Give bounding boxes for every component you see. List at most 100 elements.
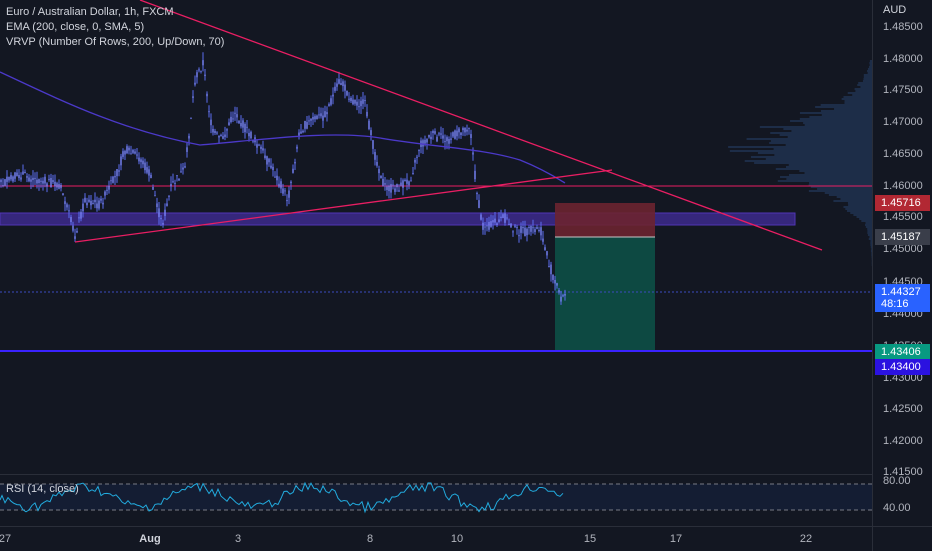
time-tick: 27 — [0, 533, 11, 545]
candle-body — [140, 159, 141, 162]
candle-body — [418, 150, 419, 151]
candle-body — [138, 158, 139, 162]
candle-body — [454, 131, 455, 139]
candle-body — [272, 167, 273, 170]
candle-body — [470, 134, 471, 138]
volume-profile-row — [758, 152, 872, 154]
volume-profile-row — [848, 204, 872, 206]
candle-body — [270, 166, 271, 168]
candle-body — [550, 265, 551, 275]
axis-corner[interactable] — [872, 526, 932, 551]
candle-body — [80, 212, 81, 219]
price-chart-pane[interactable]: Euro / Australian Dollar, 1h, FXCM EMA (… — [0, 0, 872, 474]
candle-body — [170, 184, 171, 186]
candle-body — [116, 169, 117, 176]
volume-profile-row — [751, 156, 872, 158]
candle-body — [456, 131, 457, 137]
candle-body — [530, 226, 531, 232]
candle-body — [408, 181, 409, 185]
price-chart-svg[interactable] — [0, 0, 872, 474]
ema-legend[interactable]: EMA (200, close, 0, SMA, 5) — [6, 21, 144, 33]
candle-body — [306, 122, 307, 129]
rsi-pane[interactable]: RSI (14, close) — [0, 474, 872, 527]
vrvp-legend[interactable]: VRVP (Number Of Rows, 200, Up/Down, 70) — [6, 36, 224, 48]
time-axis[interactable]: 27 Aug 3 8 10 15 17 22 — [0, 526, 872, 551]
candle-body — [124, 151, 125, 155]
candle-body — [142, 161, 143, 165]
candle-body — [524, 228, 525, 237]
candle-body — [144, 163, 145, 171]
volume-profile-row — [747, 138, 872, 140]
candle-body — [378, 169, 379, 173]
candle-body — [294, 162, 295, 163]
candle-body — [562, 295, 563, 296]
volume-profile-row — [791, 130, 872, 132]
candle-body — [248, 133, 249, 136]
candle-body — [520, 226, 521, 233]
candle-body — [96, 203, 97, 208]
stop-loss-price-tag[interactable]: 1.45716 — [875, 195, 930, 211]
candle-body — [426, 139, 427, 142]
candle-body — [314, 116, 315, 119]
candle-body — [532, 227, 533, 228]
candle-body — [340, 83, 341, 85]
volume-profile-row — [760, 126, 872, 128]
candle-body — [16, 173, 17, 177]
candle-body — [266, 156, 267, 164]
time-tick: Aug — [139, 533, 160, 545]
rsi-chart-svg[interactable] — [0, 475, 872, 527]
candle-body — [136, 155, 137, 156]
candle-body — [278, 184, 279, 187]
symbol-legend[interactable]: Euro / Australian Dollar, 1h, FXCM — [6, 6, 174, 18]
volume-profile-row — [844, 102, 872, 104]
candle-body — [176, 175, 177, 176]
candle-body — [204, 75, 205, 76]
volume-profile-row — [821, 104, 872, 106]
last-price-tag[interactable]: 1.44327 48:16 — [875, 284, 930, 312]
candle-body — [502, 214, 503, 218]
candle-body — [444, 141, 445, 142]
candle-body — [264, 156, 265, 159]
volume-profile-row — [865, 224, 872, 226]
candle-body — [60, 185, 61, 188]
candle-body — [526, 229, 527, 236]
candle-body — [260, 147, 261, 149]
candle-body — [262, 148, 263, 150]
candle-body — [56, 183, 57, 187]
candle-body — [442, 135, 443, 138]
candle-body — [50, 178, 51, 187]
volume-profile-row — [815, 106, 872, 108]
volume-profile-row — [863, 80, 872, 82]
candle-body — [360, 101, 361, 106]
volume-profile-row — [789, 164, 872, 166]
candle-body — [344, 84, 345, 90]
candle-body — [32, 178, 33, 180]
candle-body — [492, 220, 493, 222]
entry-price-tag[interactable]: 1.45187 — [875, 229, 930, 245]
volume-profile-row — [809, 182, 872, 184]
candle-body — [134, 151, 135, 153]
volume-profile-row — [780, 134, 872, 136]
candle-body — [528, 227, 529, 228]
volume-profile-row — [852, 94, 872, 96]
volume-profile-row — [786, 178, 872, 180]
candle-body — [436, 137, 437, 141]
candle-body — [298, 133, 299, 136]
take-profit-price-tag[interactable]: 1.43406 — [875, 344, 930, 360]
support-price-tag[interactable]: 1.43400 — [875, 359, 930, 375]
candle-body — [286, 200, 287, 201]
candle-body — [166, 203, 167, 205]
candle-body — [118, 170, 119, 171]
candle-body — [558, 290, 559, 292]
price-axis[interactable]: AUD 1.48500 1.48000 1.47500 1.47000 1.46… — [872, 0, 932, 526]
candle-body — [352, 100, 353, 105]
volume-profile-row — [845, 208, 872, 210]
candle-body — [446, 137, 447, 141]
candle-body — [472, 152, 473, 154]
candle-body — [424, 140, 425, 144]
rsi-legend[interactable]: RSI (14, close) — [6, 483, 79, 495]
candle-body — [388, 186, 389, 191]
volume-profile-row — [857, 216, 872, 218]
candle-body — [432, 131, 433, 133]
candle-body — [30, 179, 31, 181]
